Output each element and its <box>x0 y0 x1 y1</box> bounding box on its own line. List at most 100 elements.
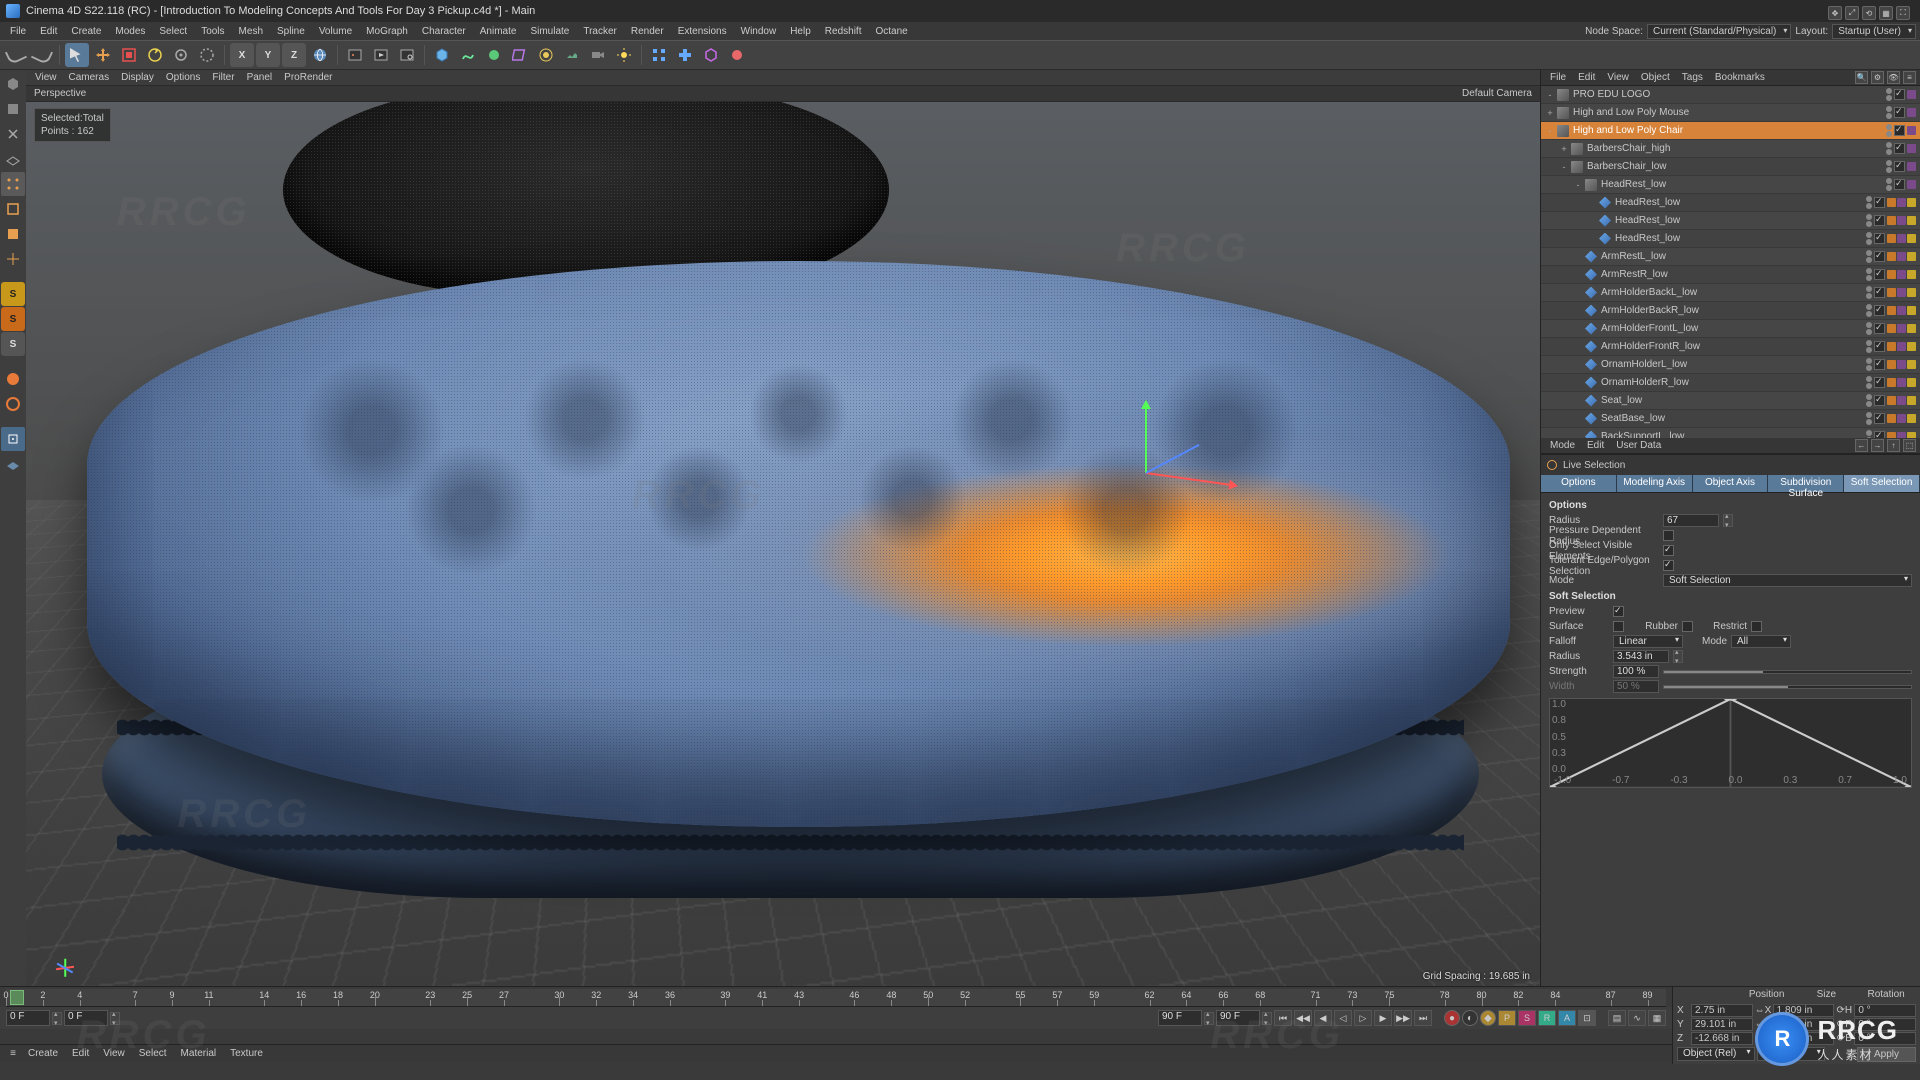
workplane-mode[interactable] <box>1 147 25 171</box>
tree-layer-checkbox[interactable] <box>1874 323 1885 334</box>
rotate-tool[interactable] <box>143 43 167 67</box>
tree-layer-checkbox[interactable] <box>1874 251 1885 262</box>
mat-menu-texture[interactable]: Texture <box>224 1047 269 1060</box>
menu-tools[interactable]: Tools <box>195 24 230 39</box>
nav-zoom-icon[interactable]: ⤢ <box>1845 6 1859 20</box>
rubber-checkbox[interactable] <box>1682 621 1693 632</box>
tree-layer-checkbox[interactable] <box>1894 125 1905 136</box>
key-pla[interactable]: ⊡ <box>1578 1010 1596 1026</box>
tab-options[interactable]: Options <box>1541 475 1617 492</box>
size-field[interactable]: 1.246 in <box>1773 1018 1835 1031</box>
tree-toggle[interactable] <box>1573 306 1583 316</box>
tree-layer-checkbox[interactable] <box>1874 233 1885 244</box>
obj-menu-object[interactable]: Object <box>1636 71 1675 84</box>
current-frame-spinner[interactable] <box>110 1012 120 1025</box>
coord-mode1[interactable]: Object (Rel) <box>1677 1047 1755 1061</box>
vp-menu-cameras[interactable]: Cameras <box>64 71 115 84</box>
tree-row[interactable]: - PRO EDU LOGO <box>1541 86 1920 104</box>
tree-row[interactable]: Seat_low <box>1541 392 1920 410</box>
attr-lock-icon[interactable]: ⬚ <box>1903 439 1916 452</box>
add-cube[interactable] <box>430 43 454 67</box>
tree-layer-checkbox[interactable] <box>1894 143 1905 154</box>
mat-menu-material[interactable]: Material <box>175 1047 223 1060</box>
vp-menu-filter[interactable]: Filter <box>207 71 239 84</box>
proj-end-spinner[interactable] <box>1262 1012 1272 1025</box>
key-r[interactable]: R <box>1538 1010 1556 1026</box>
timeline-fcurve[interactable]: ∿ <box>1628 1010 1646 1026</box>
range-end-field[interactable]: 90 F <box>1158 1010 1202 1026</box>
obj-menu-file[interactable]: File <box>1545 71 1571 84</box>
restrict-checkbox[interactable] <box>1751 621 1762 632</box>
menu-window[interactable]: Window <box>735 24 783 39</box>
obj-list-icon[interactable]: ≡ <box>1903 71 1916 84</box>
tree-row[interactable]: ArmHolderBackL_low <box>1541 284 1920 302</box>
tree-row[interactable]: ArmHolderBackR_low <box>1541 302 1920 320</box>
snap-s2[interactable]: S <box>1 307 25 331</box>
autokey-button[interactable]: ◐ <box>1462 1010 1478 1026</box>
tree-row[interactable]: HeadRest_low <box>1541 212 1920 230</box>
tree-layer-checkbox[interactable] <box>1874 269 1885 280</box>
pressure-checkbox[interactable] <box>1663 530 1674 541</box>
range-start-field[interactable]: 0 F <box>6 1010 50 1026</box>
snap-s3[interactable]: S <box>1 332 25 356</box>
attr-up-icon[interactable]: ↑ <box>1887 439 1900 452</box>
tree-layer-checkbox[interactable] <box>1894 179 1905 190</box>
scale-tool[interactable] <box>117 43 141 67</box>
y-axis-lock[interactable]: Y <box>256 43 280 67</box>
point-mode[interactable] <box>1 172 25 196</box>
attr-back-icon[interactable]: ← <box>1855 439 1868 452</box>
coord-system[interactable] <box>308 43 332 67</box>
tree-row[interactable]: ArmRestL_low <box>1541 248 1920 266</box>
menu-help[interactable]: Help <box>784 24 817 39</box>
falloff-dropdown[interactable]: Linear <box>1613 635 1683 648</box>
tree-row[interactable]: SeatBase_low <box>1541 410 1920 428</box>
menu-mesh[interactable]: Mesh <box>233 24 269 39</box>
mat-menu-create[interactable]: Create <box>22 1047 64 1060</box>
falloff-curve[interactable]: 1.00.80.50.30.0 -1.0-0.7-0.30.00.30.71.0 <box>1549 698 1912 788</box>
tree-row[interactable]: - HeadRest_low <box>1541 176 1920 194</box>
record-button[interactable]: ● <box>1444 1010 1460 1026</box>
tree-toggle[interactable] <box>1573 378 1583 388</box>
obj-filter-icon[interactable]: ⚙ <box>1871 71 1884 84</box>
edge-mode[interactable] <box>1 197 25 221</box>
softradius-field[interactable]: 3.543 in <box>1613 650 1669 663</box>
tree-row[interactable]: - High and Low Poly Chair <box>1541 122 1920 140</box>
move-gizmo[interactable] <box>1146 473 1147 474</box>
rotation-field[interactable]: 0 ° <box>1854 1018 1916 1031</box>
goto-start[interactable]: ⏮ <box>1274 1010 1292 1026</box>
softradius-spinner[interactable] <box>1673 650 1683 663</box>
tree-layer-checkbox[interactable] <box>1874 215 1885 226</box>
tree-toggle[interactable] <box>1573 360 1583 370</box>
apply-button[interactable]: Apply <box>1857 1047 1916 1062</box>
nav-orbit-icon[interactable]: ⟲ <box>1862 6 1876 20</box>
timeline-motion[interactable]: ▦ <box>1648 1010 1666 1026</box>
add-spline[interactable] <box>456 43 480 67</box>
key-p[interactable]: P <box>1498 1010 1516 1026</box>
add-environment[interactable] <box>560 43 584 67</box>
tree-row[interactable]: ArmRestR_low <box>1541 266 1920 284</box>
nav-frame-icon[interactable]: ▦ <box>1879 6 1893 20</box>
menu-simulate[interactable]: Simulate <box>524 24 575 39</box>
menu-spline[interactable]: Spline <box>271 24 311 39</box>
position-field[interactable]: 29.101 in <box>1691 1018 1753 1031</box>
object-tree[interactable]: - PRO EDU LOGO + High and Low Poly Mouse… <box>1541 86 1920 438</box>
timeline-dope[interactable]: ▤ <box>1608 1010 1626 1026</box>
obj-menu-edit[interactable]: Edit <box>1573 71 1600 84</box>
recent-tool-2[interactable] <box>195 43 219 67</box>
nodespace-dropdown[interactable]: Current (Standard/Physical) <box>1647 24 1791 39</box>
position-field[interactable]: -12.668 in <box>1691 1032 1753 1045</box>
rotation-field[interactable]: 0 ° <box>1854 1004 1916 1017</box>
range-start-spinner[interactable] <box>52 1012 62 1025</box>
vp-menu-view[interactable]: View <box>30 71 62 84</box>
add-generator[interactable] <box>482 43 506 67</box>
tree-layer-checkbox[interactable] <box>1874 287 1885 298</box>
tree-row[interactable]: - BarbersChair_low <box>1541 158 1920 176</box>
obj-menu-bookmarks[interactable]: Bookmarks <box>1710 71 1770 84</box>
tree-toggle[interactable] <box>1587 234 1597 244</box>
attr-fwd-icon[interactable]: → <box>1871 439 1884 452</box>
model-mode[interactable] <box>1 97 25 121</box>
obj-menu-view[interactable]: View <box>1602 71 1634 84</box>
menu-volume[interactable]: Volume <box>313 24 358 39</box>
tree-row[interactable]: OrnamHolderR_low <box>1541 374 1920 392</box>
tree-layer-checkbox[interactable] <box>1874 197 1885 208</box>
